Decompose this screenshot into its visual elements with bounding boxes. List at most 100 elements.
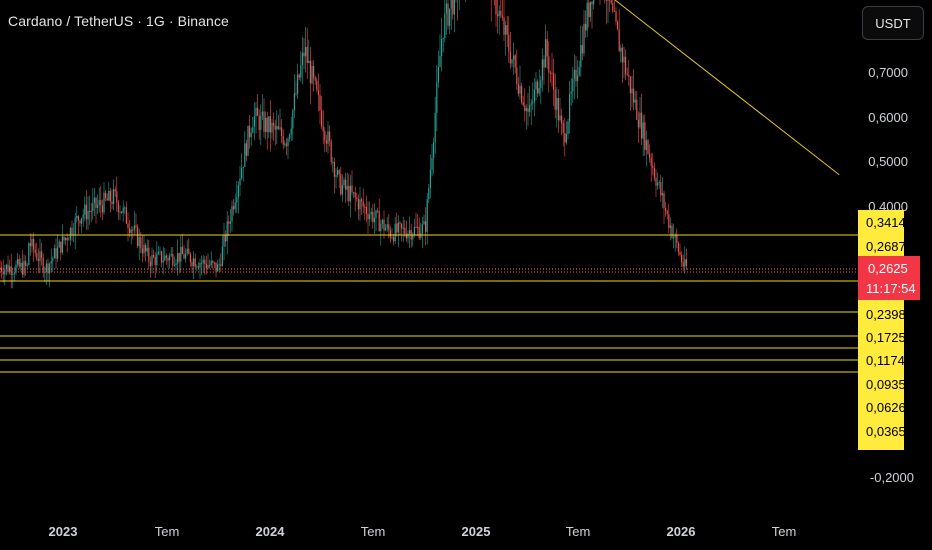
candle-body (505, 25, 507, 35)
candle-body (578, 67, 580, 76)
candle-body (357, 199, 359, 210)
candle-body (164, 255, 166, 261)
candle-body (55, 248, 57, 259)
candle-body (676, 235, 678, 243)
candle-body (618, 29, 620, 52)
candle-body (412, 234, 414, 240)
candle-body (613, 10, 615, 12)
candle-body (421, 224, 423, 234)
candle-body (277, 126, 279, 129)
candle-body (426, 199, 428, 232)
candle-body (180, 246, 182, 262)
candle-body (20, 262, 22, 267)
candle-body (644, 122, 646, 150)
candle-body (130, 229, 132, 234)
candle-body (674, 235, 676, 238)
candle-body (124, 207, 126, 209)
candle-body (677, 242, 679, 252)
candle-body (517, 83, 519, 94)
level-label: 0,0626 (866, 400, 906, 415)
candle-body (404, 227, 406, 234)
candle-body (244, 143, 246, 167)
candle-body (205, 263, 207, 269)
candle-body (26, 264, 28, 266)
candle-body (23, 260, 25, 275)
candle-body (546, 39, 548, 57)
candle-body (532, 101, 534, 104)
candles-layer (0, 0, 687, 289)
candle-body (81, 218, 83, 224)
candle-body (423, 221, 425, 225)
candle-body (201, 262, 203, 264)
candle-body (268, 116, 270, 133)
candle-body (45, 263, 47, 272)
candle-body (125, 207, 127, 224)
candle-body (361, 199, 363, 202)
candle-body (538, 87, 540, 94)
candle-body (193, 258, 195, 267)
candle-body (188, 248, 190, 254)
candle-body (29, 243, 31, 247)
candle-body (7, 264, 9, 272)
candle-body (290, 128, 292, 135)
candle-body (591, 1, 593, 5)
candle-body (439, 56, 441, 67)
candle-body (137, 227, 139, 247)
candle-body (557, 98, 559, 121)
candle-body (196, 266, 198, 268)
candle-body (25, 260, 27, 266)
candle-body (495, 0, 497, 15)
candle-body (178, 252, 180, 262)
candle-body (329, 131, 331, 142)
x-tick: Tem (566, 524, 591, 539)
candle-body (1, 267, 3, 272)
candle-body (170, 253, 172, 256)
candle-body (4, 268, 6, 275)
candle-body (314, 77, 316, 81)
candle-body (257, 107, 259, 116)
candle-body (669, 225, 671, 228)
candle-body (572, 78, 574, 92)
candle-body (269, 116, 271, 133)
candle-body (665, 208, 667, 212)
candle-body (450, 0, 452, 9)
countdown-timer: 11:17:54 (866, 281, 916, 296)
currency-button[interactable]: USDT (862, 6, 924, 40)
trend-line[interactable] (614, 0, 840, 176)
candle-body (442, 37, 444, 39)
candle-body (570, 91, 572, 94)
candle-body (220, 264, 222, 266)
candle-body (281, 127, 283, 137)
candle-body (98, 200, 100, 205)
candle-body (209, 265, 211, 267)
candle-body (348, 185, 350, 202)
candle-body (122, 207, 124, 213)
candle-body (657, 182, 659, 186)
candle-body (389, 230, 391, 238)
candle-body (573, 69, 575, 79)
candle-body (79, 220, 81, 224)
candle-body (28, 243, 30, 265)
candle-body (156, 254, 158, 266)
level-label: 0,1725 (866, 330, 906, 345)
candle-body (17, 259, 19, 265)
candle-body (140, 237, 142, 249)
candle-body (413, 226, 415, 235)
candle-body (620, 47, 622, 52)
candle-body (516, 67, 518, 84)
candle-body (666, 211, 668, 215)
candle-body (333, 161, 335, 177)
candle-body (340, 173, 342, 195)
candle-body (261, 111, 263, 116)
candle-body (306, 46, 308, 63)
level-label: 0,0935 (866, 377, 906, 392)
candle-body (396, 223, 398, 233)
candle-body (132, 229, 134, 231)
candle-body (593, 0, 595, 5)
candle-body (617, 21, 619, 30)
candle-body (671, 225, 673, 238)
time-axis[interactable]: 2023 Tem 2024 Tem 2025 Tem 2026 Tem (49, 524, 797, 539)
candle-body (287, 138, 289, 147)
x-tick: Tem (772, 524, 797, 539)
